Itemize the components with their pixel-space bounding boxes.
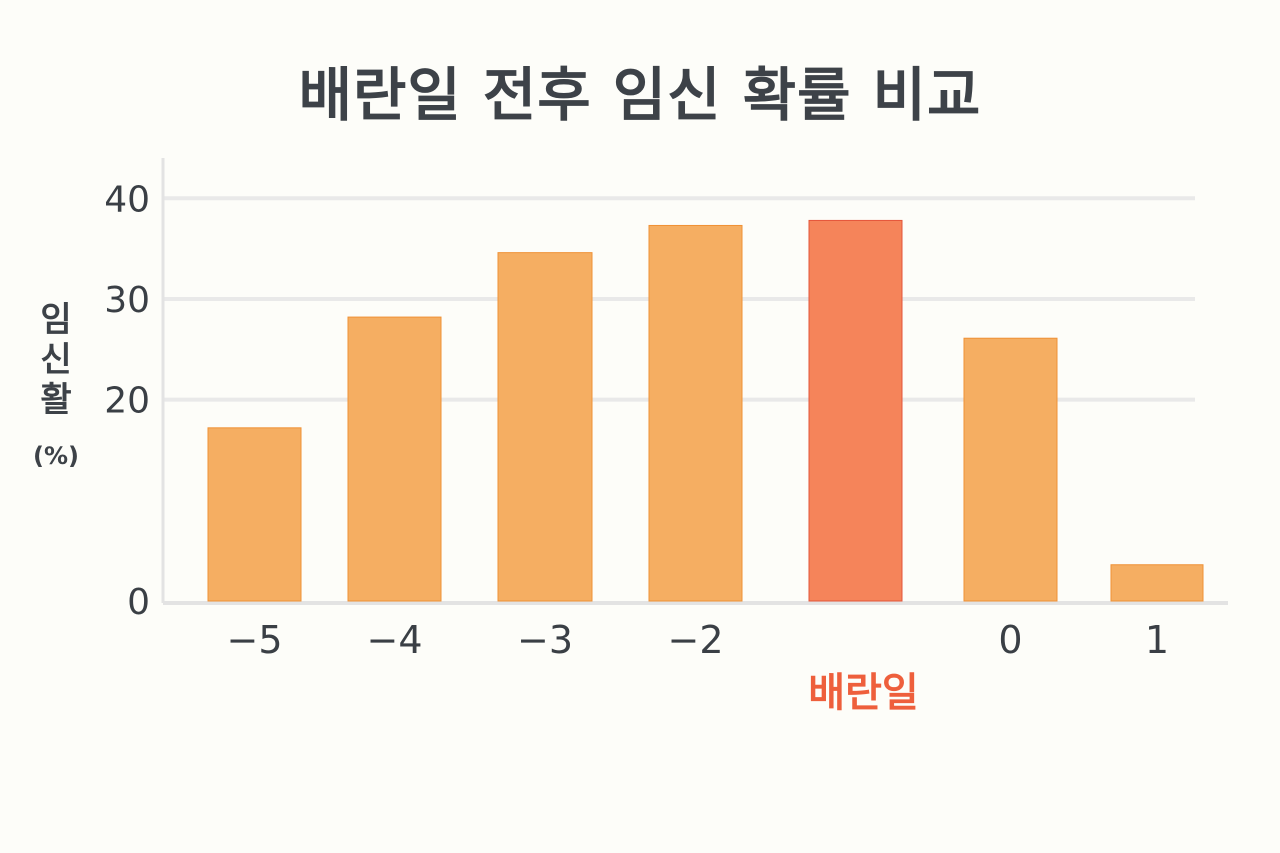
y-axis-label-char-1: 임: [40, 300, 72, 340]
y-tick-label: 0: [127, 582, 150, 623]
ovulation-day-label: 배란일: [808, 670, 918, 716]
y-tick-labels: 0 20 30 40: [104, 179, 150, 623]
x-tick-label: −3: [517, 618, 573, 662]
y-tick-label: 30: [104, 280, 150, 321]
x-tick-labels: −5 −4 −3 −2 0 1: [226, 618, 1169, 662]
bar: [497, 252, 593, 602]
y-axis-label-char-2: 신: [40, 340, 72, 380]
x-tick-label: 0: [998, 618, 1022, 662]
y-tick-label: 40: [104, 179, 150, 220]
x-tick-label: −4: [366, 618, 422, 662]
y-tick-label: 20: [104, 381, 150, 422]
x-tick-label: 1: [1145, 618, 1169, 662]
y-axis-label: 임 신 활 (%): [28, 300, 84, 472]
bar: [207, 427, 302, 602]
y-axis-label-char-3: 활: [40, 380, 72, 420]
x-tick-label: −5: [226, 618, 282, 662]
y-axis-label-unit: (%): [33, 442, 79, 470]
x-tick-label: −2: [667, 618, 723, 662]
bar: [963, 337, 1058, 602]
bar: [648, 224, 743, 602]
bar: [347, 316, 442, 602]
chart-title: 배란일 전후 임신 확률 비교: [298, 61, 982, 129]
bar-ovulation-day: [808, 219, 903, 602]
bars: [207, 219, 1204, 602]
axes: [161, 158, 1228, 605]
bar: [1110, 564, 1204, 602]
